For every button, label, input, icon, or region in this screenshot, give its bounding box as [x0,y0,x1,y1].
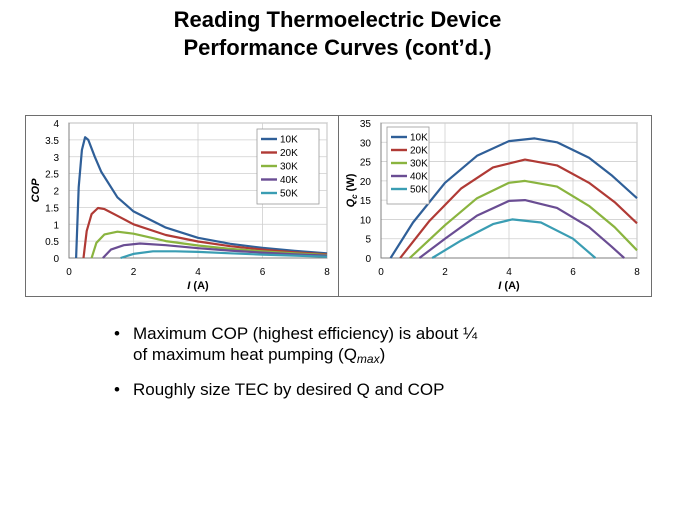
legend-label-40k: 40K [410,172,428,183]
bullet-item-size-tec: • Roughly size TEC by desired Q and COP [114,379,634,400]
y-tick-label: 10 [360,215,372,226]
y-tick-label: 15 [360,196,372,207]
y-tick-label: 2 [53,187,59,198]
bullet-marker: • [114,380,120,399]
y-tick-label: 3 [53,153,59,164]
bullet-text-line-2-tail: ) [379,345,386,364]
qc-chart: 0 5 10 15 20 25 30 35 0 2 4 6 8 I (A) Qc (W) 10K 20K 30K 4… [345,119,640,292]
bullet-marker: • [114,324,120,343]
y-tick-label: 25 [360,158,372,169]
y-axis-title-unit: (W) [345,173,357,194]
y-tick-label: 2.5 [45,170,59,181]
series-line-20k [399,158,638,259]
legend-label-10k: 10K [410,133,428,144]
bullet-item-max-cop: • Maximum COP (highest efficiency) is ab… [114,323,634,370]
series-line-40k [418,199,625,259]
x-axis-title: I (A) [498,280,520,292]
legend-label-20k: 20K [410,146,428,157]
legend-label-10k: 10K [280,135,298,146]
y-tick-label: 4 [53,119,59,130]
y-axis-title-sub: c [350,194,359,199]
y-tick-label: 1.5 [45,203,59,214]
slide-title: Reading Thermoelectric Device Performanc… [0,6,675,62]
x-axis-title-unit: (A) [190,280,209,292]
x-tick-label: 6 [260,267,266,278]
y-tick-label: 0.5 [45,237,59,248]
legend-label-20k: 20K [280,148,298,159]
x-tick-label: 8 [634,267,640,278]
y-tick-label: 0 [53,254,59,265]
legend-label-50k: 50K [410,185,428,196]
series-line-30k [409,179,638,259]
x-axis-title-unit: (A) [501,280,520,292]
y-tick-label: 30 [360,138,372,149]
slide-title-line-1: Reading Thermoelectric Device [173,7,502,32]
x-axis-title-var: I [498,280,502,292]
y-axis-title: COP [30,178,42,203]
bullet-text-line-2-main: of maximum heat pumping (Q [133,345,357,364]
x-tick-label: 2 [131,267,137,278]
charts-divider [338,115,339,297]
qmax-subscript: max [356,352,380,366]
series-line-10k [75,136,328,259]
bullet-text: Roughly size TEC by desired Q and COP [133,380,445,399]
y-tick-label: 35 [360,119,372,130]
legend-box [386,126,430,205]
y-tick-label: 0 [365,254,371,265]
bullet-text-line-1: Maximum COP (highest efficiency) is abou… [133,324,478,343]
x-tick-label: 2 [442,267,448,278]
series-line-20k [82,206,328,259]
legend-label-30k: 30K [410,159,428,170]
bullet-list: • Maximum COP (highest efficiency) is ab… [114,323,634,409]
y-axis-title-var: Q [345,198,357,207]
x-tick-label: 0 [378,267,384,278]
x-tick-label: 4 [195,267,201,278]
series-line-30k [90,230,328,259]
cop-chart: 0 0.5 1 1.5 2 2.5 3 3.5 4 0 2 4 6 8 I (A) COP 10K 20K 30K 4… [30,119,330,292]
legend-label-50k: 50K [280,189,298,200]
bullet-text-line-2: of maximum heat pumping (Qmax) [133,344,634,370]
y-tick-label: 1 [53,220,59,231]
y-tick-label: 20 [360,177,372,188]
x-tick-label: 6 [570,267,576,278]
x-tick-label: 0 [66,267,72,278]
series-line-50k [120,250,328,260]
y-tick-label: 5 [365,235,371,246]
legend-label-40k: 40K [280,175,298,186]
y-axis-title: Qc (W) [345,173,359,207]
slide-title-line-2: Performance Curves (cont’d.) [183,35,492,60]
series-line-40k [102,242,328,259]
series-line-50k [431,218,597,259]
x-tick-label: 4 [506,267,512,278]
x-axis-title-var: I [187,280,191,292]
x-tick-label: 8 [324,267,330,278]
x-axis-title: I (A) [187,280,209,292]
legend-label-30k: 30K [280,162,298,173]
y-tick-label: 3.5 [45,136,59,147]
